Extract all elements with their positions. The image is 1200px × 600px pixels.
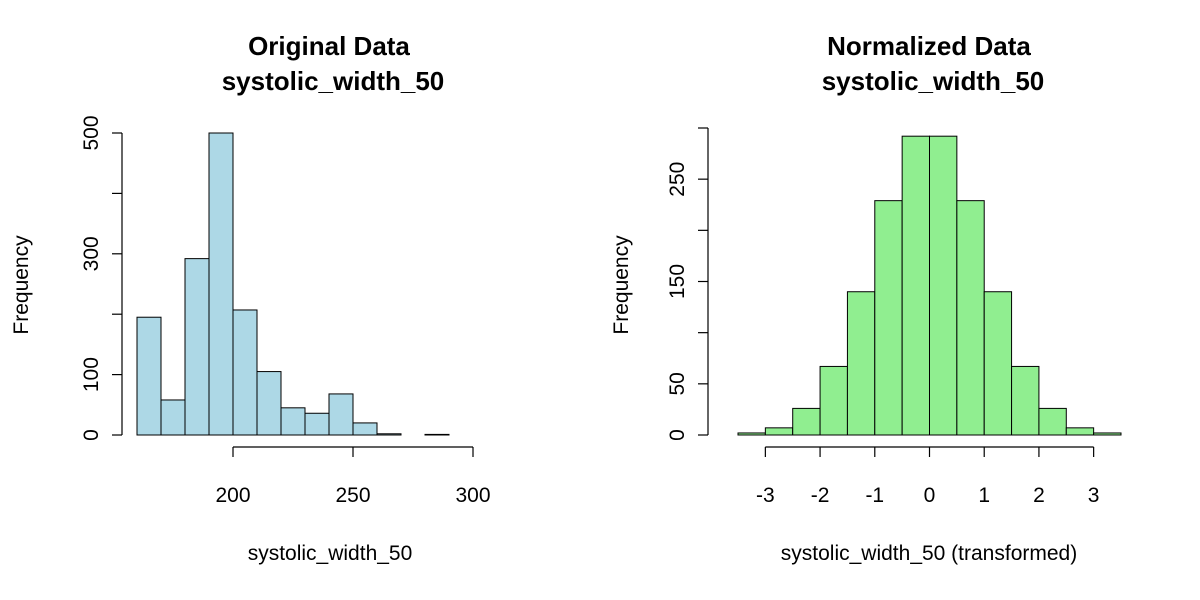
histogram-bar <box>1065 427 1095 436</box>
histogram-bar <box>304 412 330 436</box>
histogram-bar <box>737 432 766 436</box>
histogram-bar <box>232 309 258 436</box>
x-axis-label: systolic_width_50 <box>248 542 413 565</box>
x-axis: 200 250 300 <box>215 446 491 507</box>
x-tick-label: 0 <box>924 484 936 507</box>
y-tick-label: 250 <box>666 162 689 197</box>
y-tick-label: 0 <box>666 429 689 441</box>
y-tick-label: 50 <box>666 372 689 395</box>
y-axis: 0 50 150 250 <box>666 127 709 441</box>
y-axis-label: Frequency <box>10 235 33 335</box>
x-axis: -3 -2 -1 0 1 2 3 <box>756 446 1100 507</box>
bars <box>136 132 450 436</box>
chart-title: Original Data <box>248 31 410 61</box>
histogram-bar <box>256 371 282 436</box>
chart-subtitle: systolic_width_50 <box>222 66 445 96</box>
x-axis-label: systolic_width_50 (transformed) <box>781 542 1077 565</box>
x-tick-label: 250 <box>335 484 370 507</box>
histogram-bar <box>136 316 162 436</box>
y-axis-label: Frequency <box>610 235 633 335</box>
original-data-panel: Original Data systolic_width_50 systolic… <box>10 31 491 565</box>
y-tick-label: 300 <box>80 236 103 271</box>
histogram-bar <box>901 135 931 436</box>
y-tick-label: 150 <box>666 264 689 299</box>
histogram-bar <box>184 258 210 436</box>
histogram-bar <box>983 291 1013 436</box>
histogram-bar <box>929 135 958 436</box>
histogram-bar <box>376 433 402 436</box>
x-tick-label: -3 <box>756 484 775 507</box>
x-tick-label: 200 <box>215 484 250 507</box>
histogram-bar <box>160 399 186 436</box>
x-tick-label: 3 <box>1088 484 1100 507</box>
x-tick-label: -2 <box>811 484 830 507</box>
histogram-bar <box>424 433 450 436</box>
histogram-bar <box>956 200 985 436</box>
histogram-bar <box>792 407 821 436</box>
histogram-bar <box>328 393 354 436</box>
histogram-bar <box>1093 432 1122 436</box>
histogram-bar <box>764 427 794 436</box>
histogram-bar <box>819 365 848 436</box>
x-tick-label: 1 <box>978 484 990 507</box>
histogram-bar <box>874 200 903 436</box>
x-tick-label: -1 <box>865 484 884 507</box>
histogram-bar <box>1038 407 1067 436</box>
histogram-bar <box>208 132 234 436</box>
x-tick-label: 300 <box>455 484 490 507</box>
y-axis: 0 100 300 500 <box>80 115 123 441</box>
histogram-bar <box>846 291 876 436</box>
bars <box>737 135 1122 436</box>
y-tick-label: 0 <box>80 429 103 441</box>
histogram-bar <box>352 422 378 436</box>
y-tick-label: 500 <box>80 115 103 150</box>
histogram-bar <box>280 407 306 436</box>
histogram-bar <box>1011 365 1040 436</box>
x-tick-label: 2 <box>1033 484 1045 507</box>
y-tick-label: 100 <box>80 357 103 392</box>
chart-title: Normalized Data <box>827 31 1031 61</box>
chart-subtitle: systolic_width_50 <box>822 66 1045 96</box>
normalized-data-panel: Normalized Data systolic_width_50 systol… <box>610 31 1122 565</box>
